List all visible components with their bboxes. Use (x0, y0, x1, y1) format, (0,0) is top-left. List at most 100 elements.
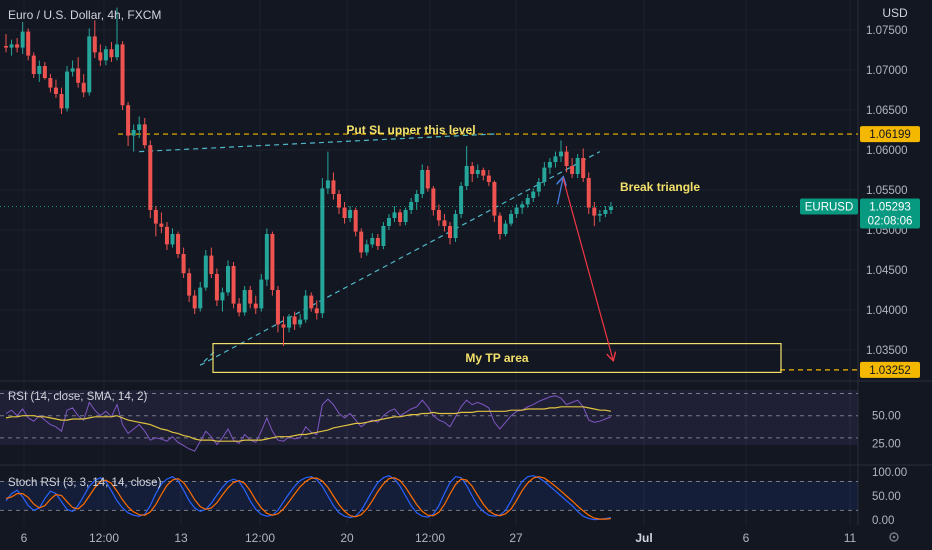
candle-body (176, 234, 181, 254)
time-axis[interactable]: 6 12:00 13 12:00 20 12:00 27 Jul 6 11 (21, 531, 857, 545)
candle-body (9, 44, 14, 48)
stoch-tick-label: 50.00 (872, 491, 901, 503)
sl-annotation[interactable]: Put SL upper this level (346, 123, 475, 137)
symbol-badge-text: EURUSD (805, 202, 854, 214)
candle-body (115, 44, 119, 58)
candle-body (142, 124, 147, 146)
candle-body (164, 226, 169, 245)
time-tick-label: 6 (743, 531, 750, 545)
price-tick-label: 1.06500 (866, 105, 908, 117)
stoch-label[interactable]: Stoch RSI (3, 3, 14, 14, close) (8, 477, 162, 489)
candle-body (337, 194, 341, 208)
stoch-tick-label: 0.00 (872, 515, 894, 527)
price-tick-label: 1.04500 (866, 265, 908, 277)
candle-body (464, 166, 469, 186)
candle-body (275, 290, 280, 325)
stoch-bands (0, 481, 858, 511)
candle-body (470, 166, 475, 174)
tp-box[interactable]: My TP area (212, 343, 782, 374)
candle-body (187, 273, 192, 296)
level-badge-text: 1.06199 (869, 129, 911, 141)
candle-body (37, 66, 42, 74)
break-annotation[interactable]: Break triangle (620, 180, 700, 194)
candle-body (226, 266, 230, 293)
currency-label: USD (882, 6, 908, 20)
candle-body (92, 36, 97, 53)
stoch-band-fill (0, 481, 858, 510)
rsi-ma-line (5, 406, 612, 442)
candle-body (170, 234, 175, 245)
candle-body (281, 324, 286, 328)
candle-body (420, 170, 425, 194)
candle-body (159, 223, 164, 227)
price-badges: 1.06199 1.03252 EURUSD 1.05293 02:08:06 (800, 126, 920, 378)
candle-body (364, 244, 369, 253)
candle-body (564, 151, 569, 166)
candle-body (76, 68, 81, 83)
current-price-badge (860, 198, 920, 229)
candle-body (531, 191, 536, 198)
candle-body (575, 158, 580, 174)
candle-body (431, 188, 436, 210)
candle-body (259, 279, 264, 309)
time-tick-label: 13 (174, 531, 188, 545)
candle-body (20, 31, 25, 48)
candle-body (559, 151, 563, 157)
level-badge (860, 361, 920, 378)
candle-body (375, 238, 380, 246)
candle-body (547, 162, 552, 168)
candle-body (31, 55, 36, 74)
symbol-badge[interactable] (800, 198, 858, 215)
candle-body (292, 316, 297, 325)
time-tick-label: 27 (509, 531, 523, 545)
candle-body (270, 234, 275, 290)
candle-body (120, 44, 125, 106)
rsi-label[interactable]: RSI (14, close, SMA, 14, 2) (8, 391, 148, 403)
rsi-tick-label: 50.00 (872, 411, 901, 423)
projection-down-arrow[interactable] (562, 177, 613, 360)
candle-body (353, 210, 358, 232)
candle-body (148, 145, 153, 210)
candle-body (198, 287, 203, 309)
candle-body (70, 68, 75, 72)
candle-body (459, 186, 464, 214)
candle-body (320, 188, 325, 314)
triangle-lower-line[interactable] (199, 151, 601, 366)
countdown-text: 02:08:06 (868, 216, 913, 228)
candle-body (298, 319, 303, 325)
candle-body (203, 255, 208, 288)
time-tick-label: Jul (635, 531, 652, 545)
projection-arrows[interactable] (557, 178, 613, 360)
rsi-lines (5, 395, 612, 452)
price-axis[interactable]: 1.075001.070001.065001.060001.055001.050… (866, 25, 908, 357)
candle-body (15, 44, 20, 48)
candle-body (131, 130, 136, 136)
candle-body (331, 180, 336, 194)
candle-body (486, 175, 491, 182)
rsi-tick-label: 25.00 (872, 438, 901, 450)
candle-body (109, 49, 114, 58)
candle-body (597, 214, 602, 216)
candle-body (209, 255, 214, 274)
gear-icon[interactable] (889, 532, 899, 542)
projection-up-arrow[interactable] (557, 178, 563, 205)
tp-rectangle[interactable] (212, 343, 782, 374)
triangle-lower-extension[interactable] (199, 351, 215, 366)
candle-body (65, 71, 70, 109)
price-tick-label: 1.06000 (866, 145, 908, 157)
price-tick-label: 1.07500 (866, 25, 908, 37)
triangle-drawing[interactable] (139, 133, 601, 366)
candle-body (314, 308, 319, 314)
stoch-d-line (5, 476, 611, 520)
candle-body (442, 220, 447, 226)
candles (4, 7, 613, 346)
candle-body (231, 266, 236, 304)
price-tick-label: 1.05500 (866, 185, 908, 197)
tp-annotation[interactable]: My TP area (465, 351, 528, 365)
candle-body (220, 292, 225, 301)
candle-body (386, 218, 391, 226)
candle-body (603, 210, 608, 214)
candle-body (26, 31, 31, 56)
